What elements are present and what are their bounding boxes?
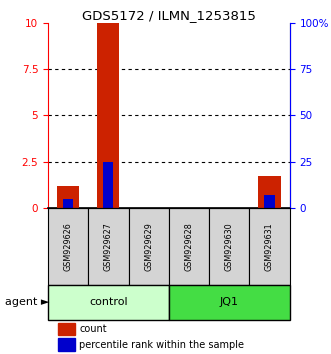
- Text: GSM929627: GSM929627: [104, 222, 113, 271]
- Bar: [88, 208, 128, 285]
- Text: GSM929628: GSM929628: [184, 222, 193, 271]
- Bar: [97, 23, 119, 208]
- Bar: [48, 285, 169, 320]
- Text: percentile rank within the sample: percentile rank within the sample: [79, 340, 244, 350]
- Text: GSM929631: GSM929631: [265, 222, 274, 271]
- Text: GSM929629: GSM929629: [144, 222, 153, 271]
- Bar: [209, 208, 249, 285]
- Text: control: control: [89, 297, 128, 307]
- Bar: [57, 185, 79, 208]
- Bar: [58, 338, 74, 351]
- Bar: [249, 208, 290, 285]
- Bar: [259, 176, 281, 208]
- Text: GSM929626: GSM929626: [64, 222, 72, 271]
- Text: JQ1: JQ1: [220, 297, 239, 307]
- Bar: [264, 195, 274, 208]
- Title: GDS5172 / ILMN_1253815: GDS5172 / ILMN_1253815: [82, 9, 256, 22]
- Text: GSM929630: GSM929630: [225, 222, 234, 271]
- Bar: [48, 208, 88, 285]
- Bar: [128, 208, 169, 285]
- Bar: [169, 285, 290, 320]
- Text: agent ►: agent ►: [5, 297, 49, 307]
- Bar: [58, 323, 74, 335]
- Text: count: count: [79, 324, 107, 334]
- Bar: [169, 208, 209, 285]
- Bar: [103, 162, 114, 208]
- Bar: [63, 199, 73, 208]
